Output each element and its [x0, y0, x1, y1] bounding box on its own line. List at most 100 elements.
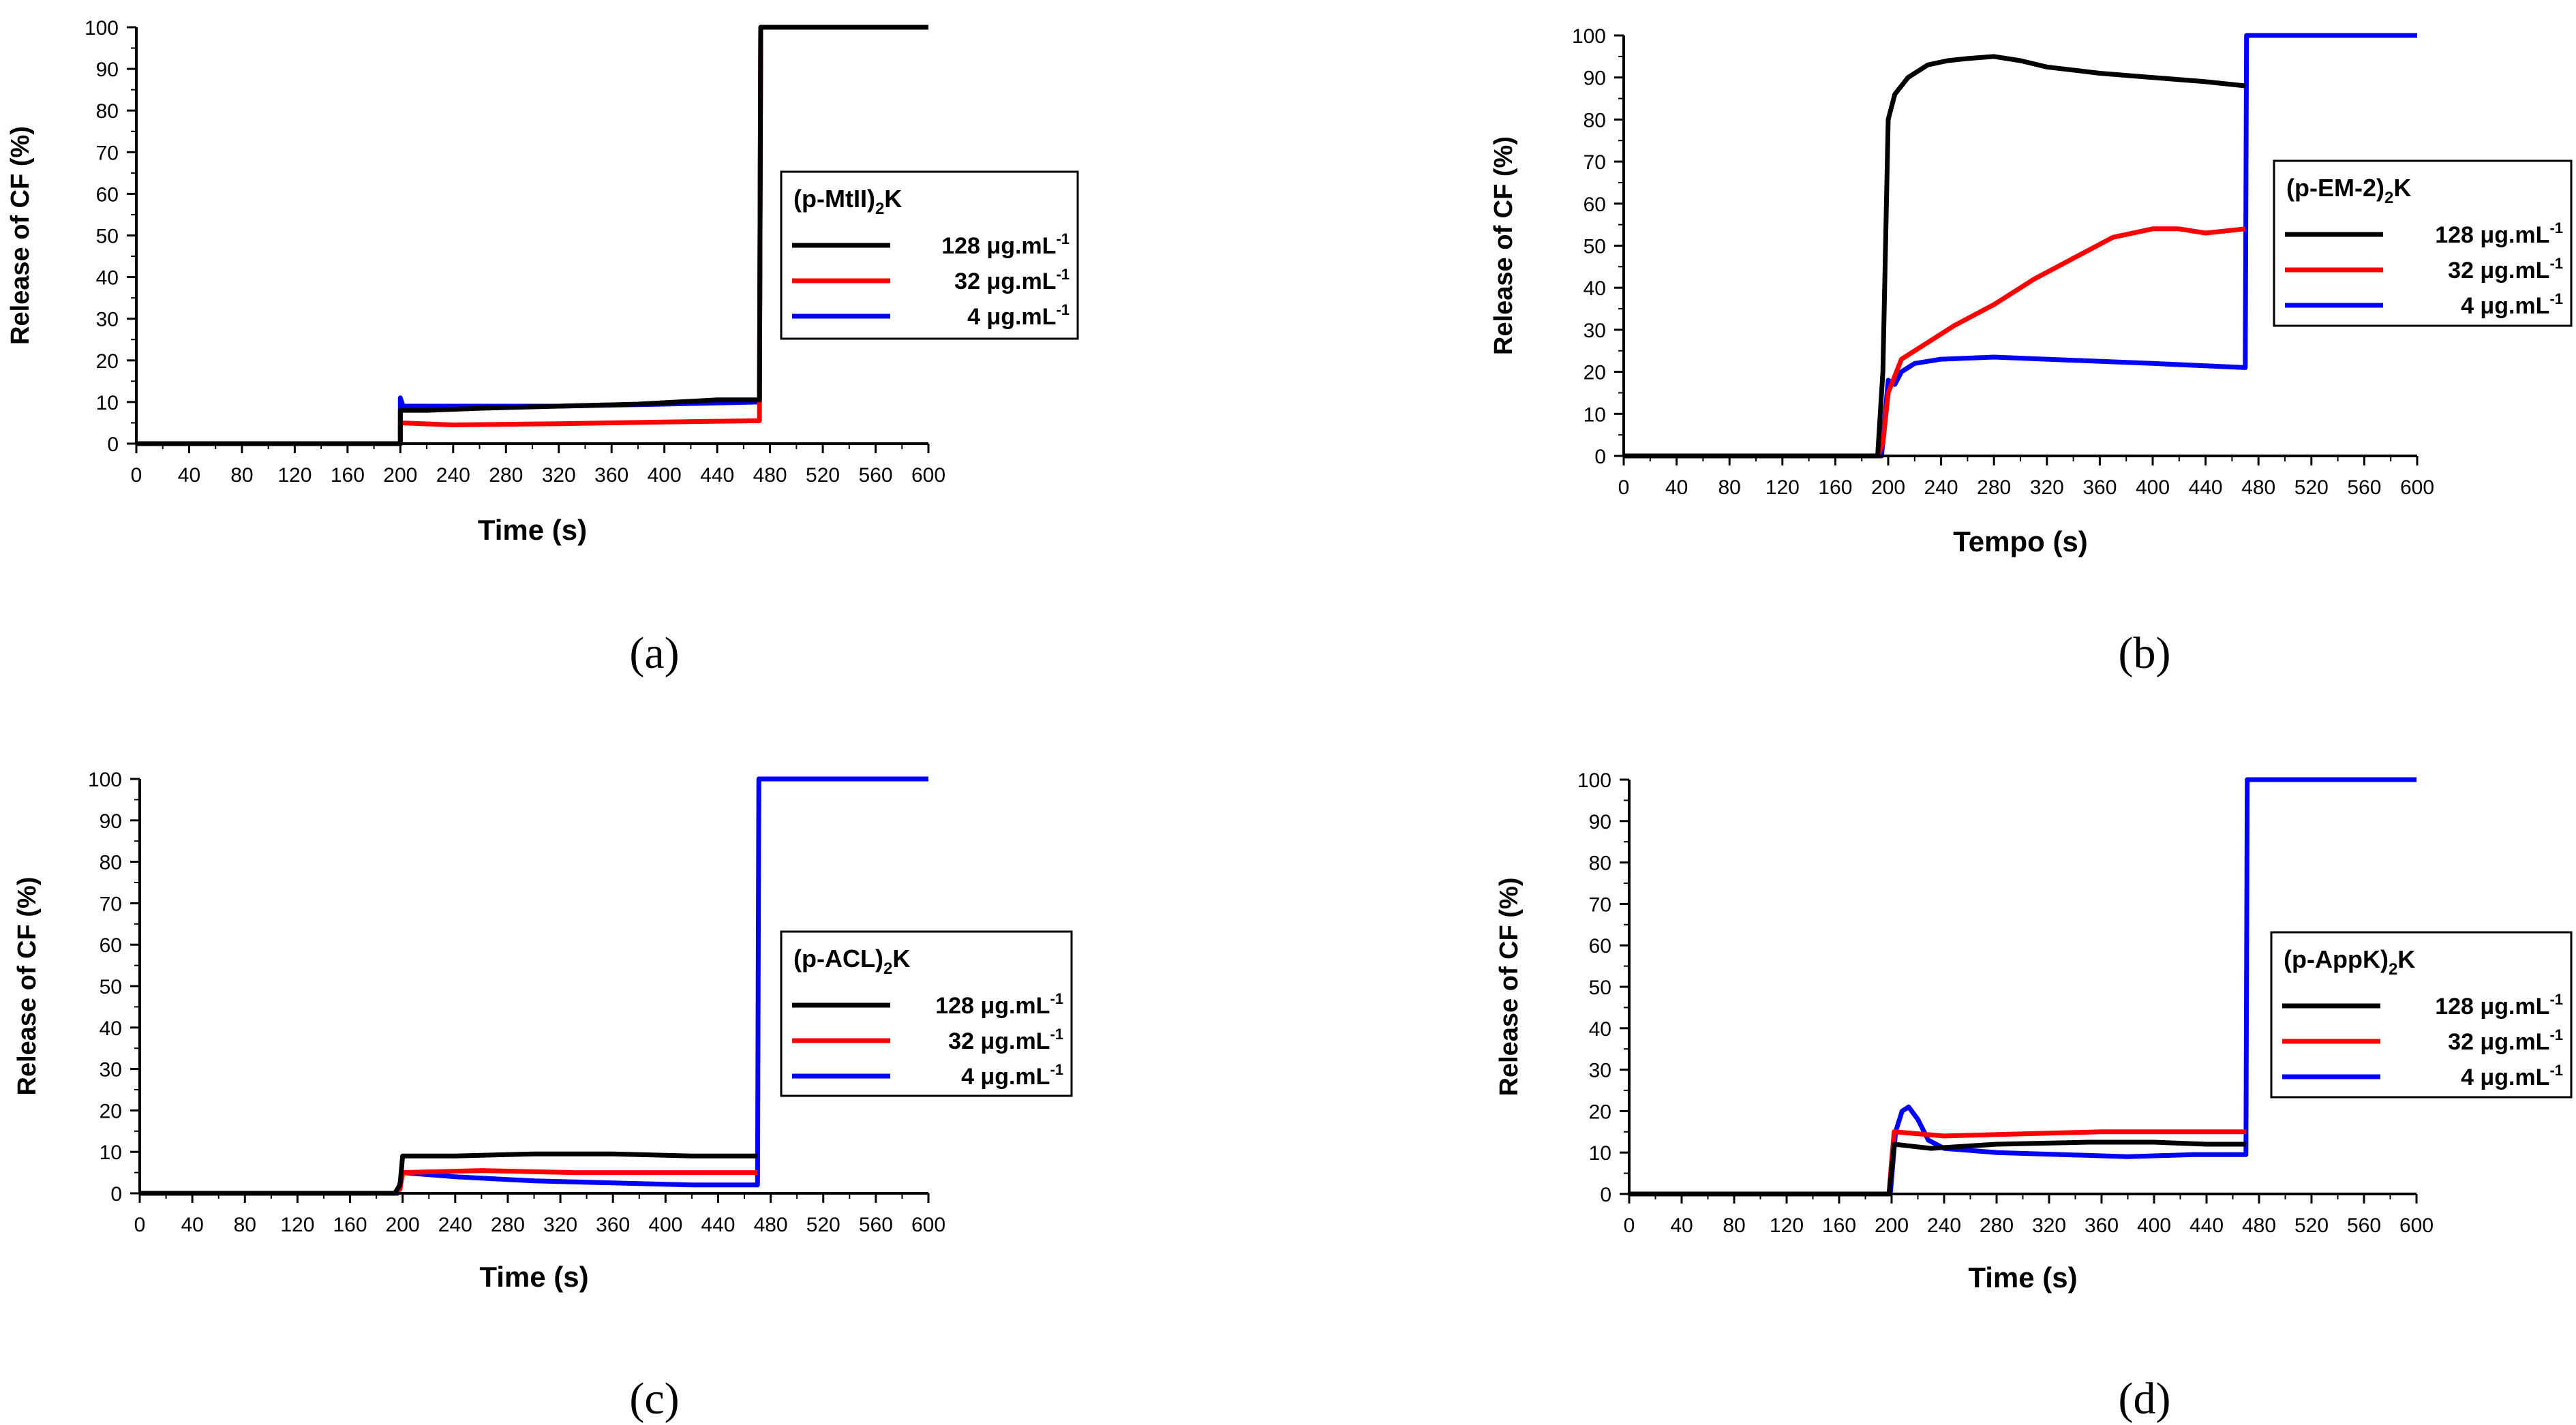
x-tick-label: 240 — [1924, 476, 1958, 499]
legend-entry-label: 4 μg.mL-1 — [2461, 1062, 2563, 1090]
panel-caption: (c) — [629, 1374, 679, 1424]
y-tick-label: 100 — [1572, 25, 1606, 48]
x-tick-label: 480 — [2241, 476, 2275, 499]
y-axis-title: Release of CF (%) — [13, 877, 42, 1096]
y-tick-label: 100 — [85, 17, 119, 40]
x-tick-label: 0 — [1624, 1214, 1635, 1237]
y-tick-label: 20 — [1584, 362, 1606, 384]
x-tick-label: 160 — [1822, 1214, 1856, 1237]
x-tick-label: 0 — [131, 464, 142, 487]
legend-entry-label: 4 μg.mL-1 — [961, 1061, 1063, 1090]
legend-title: (p-MtII)2K — [793, 185, 902, 218]
legend-entry-label: 32 μg.mL-1 — [2448, 255, 2563, 284]
panel-caption: (a) — [629, 628, 679, 678]
y-tick-label: 20 — [96, 350, 119, 373]
y-tick-label: 80 — [96, 100, 119, 123]
y-tick-label: 60 — [1584, 194, 1606, 216]
y-axis-title: Release of CF (%) — [1495, 878, 1524, 1097]
x-tick-label: 400 — [2137, 1214, 2171, 1237]
y-tick-label: 100 — [1577, 769, 1611, 792]
y-tick-label: 90 — [100, 810, 122, 833]
x-tick-label: 80 — [230, 464, 253, 487]
x-tick-label: 280 — [489, 464, 523, 487]
x-tick-label: 440 — [2189, 476, 2223, 499]
x-tick-label: 400 — [2136, 476, 2170, 499]
x-tick-label: 600 — [911, 1214, 945, 1236]
legend-title: (p-EM-2)2K — [2286, 174, 2411, 207]
legend: (p-MtII)2K 128 μg.mL-1 32 μg.mL-1 4 μg.mL-1 — [780, 170, 1079, 340]
series-line — [1624, 226, 2246, 459]
x-tick-label: 160 — [331, 464, 365, 487]
y-tick-label: 40 — [100, 1017, 122, 1040]
x-axis-title: Time (s) — [478, 514, 587, 546]
x-tick-label: 80 — [234, 1214, 256, 1236]
legend-entry-label: 128 μg.mL-1 — [2435, 219, 2563, 248]
chart-panel-c: 0 40 80 120 160 200 240 280 320 360 400 440 480 520 56… — [13, 769, 1073, 1424]
y-tick-label: 100 — [88, 769, 122, 791]
y-tick-label: 0 — [1594, 446, 1606, 468]
legend-entry-label: 32 μg.mL-1 — [2448, 1026, 2563, 1055]
panel-caption: (b) — [2119, 628, 2171, 678]
x-tick-label: 440 — [700, 464, 734, 487]
series-line — [1624, 54, 2246, 459]
legend-box — [780, 930, 1073, 1097]
y-tick-label: 70 — [100, 893, 122, 915]
x-tick-label: 480 — [2242, 1214, 2276, 1237]
y-tick-label: 0 — [110, 1183, 122, 1206]
x-axis-title: Time (s) — [479, 1261, 588, 1293]
y-tick-label: 50 — [96, 226, 119, 248]
x-tick-label: 120 — [280, 1214, 314, 1236]
x-tick-label: 400 — [648, 464, 682, 487]
x-tick-label: 160 — [1818, 476, 1852, 499]
chart-panel-d: 0 40 80 120 160 200 240 280 320 360 400 440 480 520 56… — [1495, 769, 2573, 1424]
x-tick-label: 280 — [491, 1214, 525, 1236]
series-line — [1624, 33, 2417, 459]
x-tick-label: 240 — [436, 464, 470, 487]
x-tick-label: 160 — [333, 1214, 367, 1236]
y-tick-label: 50 — [100, 976, 122, 998]
y-tick-label: 60 — [100, 934, 122, 957]
x-tick-label: 360 — [594, 464, 628, 487]
chart-panel-b: 0 40 80 120 160 200 240 280 320 360 400 440 480 520 56… — [1489, 25, 2573, 678]
x-tick-label: 600 — [2399, 1214, 2434, 1237]
y-tick-label: 20 — [100, 1100, 122, 1122]
y-axis-title: Release of CF (%) — [6, 126, 35, 345]
x-tick-label: 280 — [1980, 1214, 2014, 1237]
legend-entry-label: 4 μg.mL-1 — [967, 301, 1070, 330]
chart-panel-a: 0 40 80 120 160 200 240 280 320 360 400 440 480 520 56… — [6, 17, 1079, 678]
x-tick-label: 320 — [543, 1214, 577, 1236]
legend-title: (p-ACL)2K — [793, 945, 910, 978]
y-tick-label: 40 — [1589, 1018, 1611, 1041]
x-axis-title: Tempo (s) — [1953, 525, 2088, 557]
y-tick-label: 40 — [96, 267, 119, 290]
x-tick-label: 240 — [1927, 1214, 1961, 1237]
x-tick-label: 40 — [1665, 476, 1688, 499]
panel-caption: (d) — [2119, 1374, 2171, 1424]
x-tick-label: 520 — [2294, 476, 2329, 499]
y-tick-label: 0 — [1600, 1184, 1611, 1206]
y-tick-label: 80 — [1584, 109, 1606, 132]
x-tick-label: 200 — [1871, 476, 1905, 499]
x-tick-label: 560 — [2347, 1214, 2381, 1237]
y-tick-label: 80 — [1589, 853, 1611, 875]
y-tick-label: 40 — [1584, 277, 1606, 300]
x-tick-label: 80 — [1718, 476, 1741, 499]
y-tick-label: 30 — [96, 309, 119, 331]
legend-title: (p-AppK)2K — [2284, 945, 2415, 979]
x-tick-label: 80 — [1723, 1214, 1745, 1237]
y-tick-label: 50 — [1589, 977, 1611, 999]
x-tick-label: 600 — [2400, 476, 2434, 499]
x-tick-label: 200 — [386, 1214, 420, 1236]
x-tick-label: 40 — [1670, 1214, 1693, 1237]
y-tick-label: 30 — [100, 1059, 122, 1082]
legend: (p-AppK)2K 128 μg.mL-1 32 μg.mL-1 4 μg.mL-1 — [2270, 931, 2573, 1099]
x-tick-label: 320 — [2030, 476, 2064, 499]
y-tick-label: 70 — [96, 142, 119, 164]
legend-entry-label: 4 μg.mL-1 — [2461, 290, 2563, 319]
x-tick-label: 360 — [2085, 1214, 2119, 1237]
series-line — [1629, 1139, 2246, 1197]
legend-box — [2270, 931, 2573, 1099]
x-tick-label: 200 — [1875, 1214, 1909, 1237]
legend-entry-label: 32 μg.mL-1 — [954, 266, 1070, 294]
